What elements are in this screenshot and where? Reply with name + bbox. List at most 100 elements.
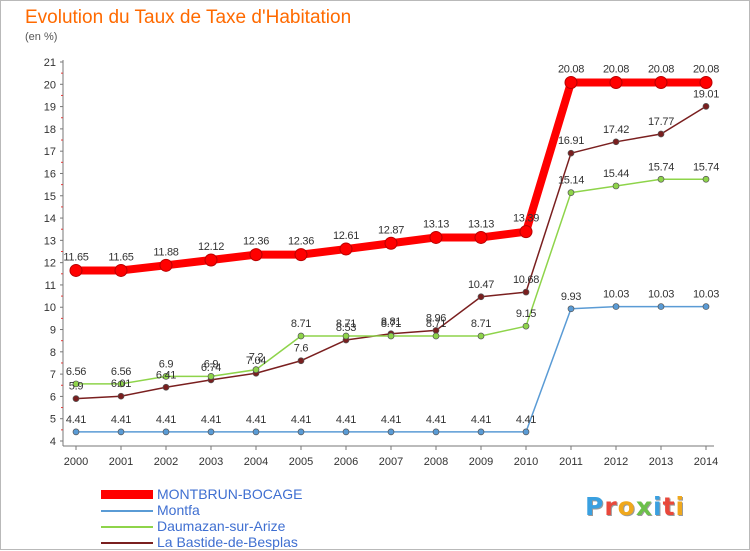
data-label: 9.93 [561,291,581,303]
data-point [612,182,620,190]
y-tick-label: 16 [44,168,56,180]
y-tick-label: 7 [50,369,56,381]
data-point [117,428,125,436]
data-point [657,130,665,138]
data-label: 20.08 [648,64,674,76]
x-tick-label: 2005 [289,456,313,468]
data-point [159,258,173,272]
data-point [519,225,533,239]
x-tick-label: 2003 [199,456,223,468]
legend-label: Montfa [157,502,200,518]
data-point [162,372,170,380]
data-point [297,332,305,340]
x-tick-label: 2007 [379,456,403,468]
data-point [612,303,620,310]
data-label: 4.41 [426,414,446,426]
y-tick-label: 11 [45,280,56,292]
data-point [477,293,485,301]
data-point [342,428,350,436]
data-label: 15.44 [603,168,629,180]
data-point [72,428,80,436]
logo-letter: o [617,492,636,521]
chart-unit: (en %) [25,31,58,43]
y-tick-label: 14 [44,213,56,225]
data-point [477,428,485,436]
x-tick-label: 2011 [559,456,583,468]
data-label: 13.13 [423,218,449,230]
data-label: 6.56 [66,366,86,378]
data-label: 15.74 [648,161,674,173]
axes: 4 5 6 7 8 9 10 11 12 13 14 15 16 17 18 19 20 21 2000 2001 20… [44,57,718,468]
data-point [702,303,710,310]
data-label: 15.74 [693,161,719,173]
data-point [69,263,83,277]
logo-letter: i [653,492,663,521]
data-label: 4.41 [246,414,266,426]
y-tick-label: 20 [44,79,56,91]
data-label: 8.96 [426,312,446,324]
y-tick-label: 10 [44,302,56,314]
data-label: 11.65 [63,251,88,263]
data-point [162,383,170,391]
logo-letter: t [662,492,676,521]
data-label: 5.9 [69,381,84,393]
data-label: 6.41 [156,369,176,381]
data-label: 9.15 [516,308,536,320]
x-tick-label: 2004 [244,456,268,468]
logo-letter: x [635,492,653,521]
data-point [432,428,440,436]
data-point [657,175,665,183]
data-point [252,428,260,436]
x-tick-label: 2013 [649,456,673,468]
y-tick-label: 21 [44,57,56,69]
data-point [609,76,623,90]
data-label: 12.87 [378,224,404,236]
y-tick-label: 12 [44,258,56,270]
data-label: 17.77 [648,116,674,128]
data-point [654,76,668,90]
data-label: 6.74 [201,362,221,374]
data-point [72,380,80,388]
data-label: 8.53 [336,322,356,334]
data-point [342,332,350,340]
x-tick-label: 2001 [109,456,133,468]
y-tick-label: 17 [44,146,56,158]
logo-letter: r [604,492,618,521]
data-label: 10.03 [693,289,719,301]
data-point [567,149,575,157]
x-tick-label: 2012 [604,456,628,468]
data-label: 19.01 [693,88,719,100]
data-label: 6.56 [111,366,131,378]
data-label: 11.65 [108,251,133,263]
data-point [387,428,395,436]
data-label: 7.6 [294,343,309,355]
y-tick-label: 8 [50,347,56,359]
data-point [702,103,710,110]
data-label: 4.41 [336,414,356,426]
data-label: 12.12 [198,241,224,253]
data-point [567,189,575,196]
data-label: 20.08 [603,64,629,76]
x-tick-label: 2008 [424,456,448,468]
x-tick-label: 2006 [334,456,358,468]
data-point [162,428,170,436]
y-tick-label: 4 [50,436,56,448]
data-label: 10.03 [648,289,674,301]
data-label: 4.41 [111,414,131,426]
data-point [477,332,485,340]
data-label: 17.42 [603,124,629,136]
data-labels: 11.65 11.65 11.88 12.12 12.36 12.36 12.61 12.87… [63,64,719,426]
data-label: 11.88 [153,246,178,258]
data-label: 8.71 [381,318,401,330]
data-point [207,428,215,436]
data-point [297,428,305,436]
data-point [294,248,308,262]
y-tick-label: 13 [44,235,56,247]
x-tick-label: 2009 [469,456,493,468]
data-point [387,332,395,340]
data-label: 8.71 [471,318,491,330]
data-point [204,253,218,267]
data-label: 4.41 [201,414,221,426]
legend-label: Daumazan-sur-Arize [157,518,286,534]
